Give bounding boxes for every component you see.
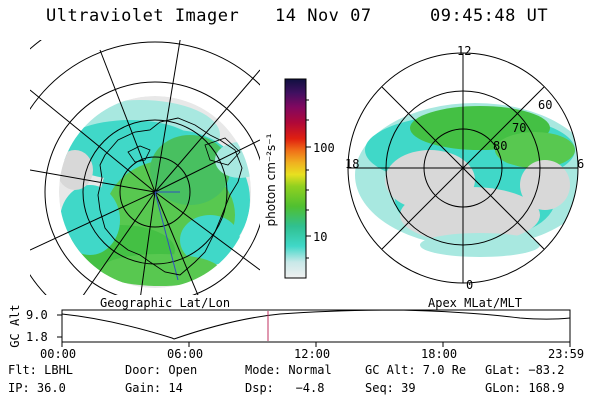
mlt-label-6: 6 (577, 157, 585, 171)
altitude-xtick: 06:00 (167, 347, 204, 361)
mlt-label-0: 0 (466, 278, 474, 292)
colorbar-tick-100: 100 (313, 141, 335, 155)
gc-alt-info: GC Alt: 7.0 Re (365, 363, 467, 377)
latlon-grid (30, 40, 260, 295)
colorbar (284, 78, 311, 279)
mlat-mlt-grid (347, 52, 579, 284)
altitude-xtick: 18:00 (421, 347, 458, 361)
ip-info: IP: 36.0 (8, 381, 66, 395)
glat-info: GLat: −83.2 (485, 363, 565, 377)
date-display: 14 Nov 07 (275, 6, 372, 26)
time-display: 09:45:48 UT (430, 6, 549, 26)
seq-info: Seq: 39 (365, 381, 416, 395)
colorbar-tick-10: 10 (313, 230, 328, 244)
apex-panel (347, 52, 579, 284)
mlat-label-70: 70 (512, 121, 527, 135)
gain-info: Gain: 14 (125, 381, 183, 395)
filter-info: Flt: LBHL (8, 363, 74, 377)
mlat-label-80: 80 (493, 139, 508, 153)
altitude-ytick-min: 1.8 (26, 330, 48, 344)
mlt-label-12: 12 (457, 44, 472, 58)
app-title: Ultraviolet Imager (46, 6, 240, 26)
mlt-label-18: 18 (345, 157, 360, 171)
right-panel-caption: Apex MLat/MLT (428, 296, 522, 310)
altitude-ylabel: GC Alt (8, 304, 22, 348)
mlat-label-60: 60 (538, 98, 553, 112)
altitude-xtick: 12:00 (294, 347, 331, 361)
mode-info: Mode: Normal (245, 363, 332, 377)
colorbar-label: photon cm⁻²s⁻¹ (264, 133, 278, 227)
door-info: Door: Open (125, 363, 198, 377)
glon-info: GLon: 168.9 (485, 381, 565, 395)
altitude-ytick-max: 9.0 (26, 308, 48, 322)
altitude-xtick: 23:59 (548, 347, 585, 361)
dsp-info: Dsp: −4.8 (245, 381, 325, 395)
geographic-panel (30, 40, 260, 295)
altitude-plot (57, 309, 571, 347)
left-panel-caption: Geographic Lat/Lon (100, 296, 231, 310)
altitude-xtick: 00:00 (40, 347, 77, 361)
